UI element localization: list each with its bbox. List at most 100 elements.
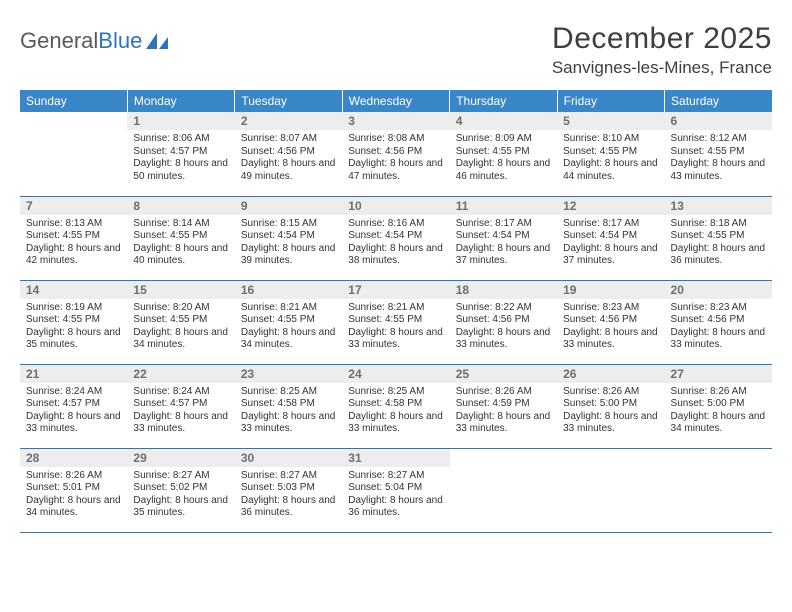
sunset-line: Sunset: 4:55 PM <box>671 230 766 243</box>
sunrise-line: Sunrise: 8:22 AM <box>456 302 551 315</box>
day-detail: Sunrise: 8:07 AMSunset: 4:56 PMDaylight:… <box>235 130 342 187</box>
calendar-week-row: 7Sunrise: 8:13 AMSunset: 4:55 PMDaylight… <box>20 196 772 280</box>
sunrise-line: Sunrise: 8:24 AM <box>26 386 121 399</box>
calendar-cell: 21Sunrise: 8:24 AMSunset: 4:57 PMDayligh… <box>20 364 127 448</box>
day-number: 19 <box>557 281 664 299</box>
day-detail: Sunrise: 8:13 AMSunset: 4:55 PMDaylight:… <box>20 215 127 272</box>
sunset-line: Sunset: 4:56 PM <box>563 314 658 327</box>
day-number: 22 <box>127 365 234 383</box>
day-detail: Sunrise: 8:20 AMSunset: 4:55 PMDaylight:… <box>127 299 234 356</box>
day-detail: Sunrise: 8:17 AMSunset: 4:54 PMDaylight:… <box>557 215 664 272</box>
day-number: 24 <box>342 365 449 383</box>
logo-sail-icon <box>144 31 170 51</box>
weekday-header: Monday <box>127 90 234 112</box>
sunrise-line: Sunrise: 8:12 AM <box>671 133 766 146</box>
daylight-line: Daylight: 8 hours and 43 minutes. <box>671 158 766 183</box>
day-number: 4 <box>450 112 557 130</box>
logo: GeneralBlue <box>20 22 170 54</box>
sunset-line: Sunset: 4:55 PM <box>133 230 228 243</box>
sunrise-line: Sunrise: 8:07 AM <box>241 133 336 146</box>
calendar-cell: 26Sunrise: 8:26 AMSunset: 5:00 PMDayligh… <box>557 364 664 448</box>
day-number: 29 <box>127 449 234 467</box>
sunrise-line: Sunrise: 8:27 AM <box>348 470 443 483</box>
sunset-line: Sunset: 4:54 PM <box>348 230 443 243</box>
sunset-line: Sunset: 5:00 PM <box>563 398 658 411</box>
sunrise-line: Sunrise: 8:18 AM <box>671 218 766 231</box>
sunset-line: Sunset: 4:58 PM <box>241 398 336 411</box>
day-number: 20 <box>665 281 772 299</box>
calendar-cell <box>20 112 127 196</box>
sunrise-line: Sunrise: 8:20 AM <box>133 302 228 315</box>
day-number: 30 <box>235 449 342 467</box>
title-block: December 2025 Sanvignes-les-Mines, Franc… <box>552 22 772 78</box>
sunset-line: Sunset: 4:59 PM <box>456 398 551 411</box>
daylight-line: Daylight: 8 hours and 47 minutes. <box>348 158 443 183</box>
day-number: 26 <box>557 365 664 383</box>
daylight-line: Daylight: 8 hours and 35 minutes. <box>133 495 228 520</box>
calendar-cell: 17Sunrise: 8:21 AMSunset: 4:55 PMDayligh… <box>342 280 449 364</box>
day-detail: Sunrise: 8:22 AMSunset: 4:56 PMDaylight:… <box>450 299 557 356</box>
sunset-line: Sunset: 4:58 PM <box>348 398 443 411</box>
daylight-line: Daylight: 8 hours and 42 minutes. <box>26 243 121 268</box>
calendar-cell: 22Sunrise: 8:24 AMSunset: 4:57 PMDayligh… <box>127 364 234 448</box>
location: Sanvignes-les-Mines, France <box>552 58 772 78</box>
day-number: 28 <box>20 449 127 467</box>
sunset-line: Sunset: 4:56 PM <box>348 146 443 159</box>
daylight-line: Daylight: 8 hours and 33 minutes. <box>563 327 658 352</box>
calendar-cell: 16Sunrise: 8:21 AMSunset: 4:55 PMDayligh… <box>235 280 342 364</box>
sunrise-line: Sunrise: 8:19 AM <box>26 302 121 315</box>
day-number: 10 <box>342 197 449 215</box>
calendar-cell: 18Sunrise: 8:22 AMSunset: 4:56 PMDayligh… <box>450 280 557 364</box>
daylight-line: Daylight: 8 hours and 33 minutes. <box>456 411 551 436</box>
day-detail: Sunrise: 8:12 AMSunset: 4:55 PMDaylight:… <box>665 130 772 187</box>
calendar-cell: 12Sunrise: 8:17 AMSunset: 4:54 PMDayligh… <box>557 196 664 280</box>
calendar-week-row: 21 Sunrise: 8:24 AM Sunset: 4:57 PM Dayligh… <box>20 364 772 448</box>
day-number: 21 <box>20 365 127 383</box>
calendar-cell: 10Sunrise: 8:16 AMSunset: 4:54 PMDayligh… <box>342 196 449 280</box>
day-number: 6 <box>665 112 772 130</box>
day-detail: Sunrise: 8:08 AMSunset: 4:56 PMDaylight:… <box>342 130 449 187</box>
logo-text-blue: Blue <box>98 28 142 54</box>
daylight-line: Daylight: 8 hours and 50 minutes. <box>133 158 228 183</box>
sunset-line: Sunset: 4:55 PM <box>671 146 766 159</box>
day-detail: Sunrise: 8:06 AMSunset: 4:57 PMDaylight:… <box>127 130 234 187</box>
sunrise-line: Sunrise: 8:10 AM <box>563 133 658 146</box>
daylight-line: Daylight: 8 hours and 34 minutes. <box>133 327 228 352</box>
daylight-line: Daylight: 8 hours and 37 minutes. <box>456 243 551 268</box>
calendar-body: 1Sunrise: 8:06 AMSunset: 4:57 PMDaylight… <box>20 112 772 532</box>
header: GeneralBlue December 2025 Sanvignes-les-… <box>20 22 772 78</box>
daylight-line: Daylight: 8 hours and 49 minutes. <box>241 158 336 183</box>
sunset-line: Sunset: 4:57 PM <box>133 146 228 159</box>
sunset-line: Sunset: 5:02 PM <box>133 482 228 495</box>
calendar-cell: 14Sunrise: 8:19 AMSunset: 4:55 PMDayligh… <box>20 280 127 364</box>
daylight-line: Daylight: 8 hours and 33 minutes. <box>348 411 443 436</box>
logo-text-general: General <box>20 28 98 54</box>
sunset-line: Sunset: 4:54 PM <box>456 230 551 243</box>
sunrise-line: Sunrise: 8:21 AM <box>348 302 443 315</box>
day-detail: Sunrise: 8:21 AMSunset: 4:55 PMDaylight:… <box>235 299 342 356</box>
day-detail: Sunrise: 8:14 AMSunset: 4:55 PMDaylight:… <box>127 215 234 272</box>
daylight-line: Daylight: 8 hours and 33 minutes. <box>26 411 121 436</box>
calendar-cell: 15Sunrise: 8:20 AMSunset: 4:55 PMDayligh… <box>127 280 234 364</box>
sunset-line: Sunset: 4:54 PM <box>563 230 658 243</box>
sunset-line: Sunset: 4:55 PM <box>563 146 658 159</box>
calendar-cell: 13Sunrise: 8:18 AMSunset: 4:55 PMDayligh… <box>665 196 772 280</box>
weekday-header: Saturday <box>665 90 772 112</box>
calendar-table: SundayMondayTuesdayWednesdayThursdayFrid… <box>20 90 772 533</box>
calendar-week-row: 28Sunrise: 8:26 AMSunset: 5:01 PMDayligh… <box>20 448 772 532</box>
daylight-line: Daylight: 8 hours and 40 minutes. <box>133 243 228 268</box>
day-number: 18 <box>450 281 557 299</box>
day-detail: Sunrise: 8:27 AMSunset: 5:04 PMDaylight:… <box>342 467 449 524</box>
day-number: 12 <box>557 197 664 215</box>
calendar-cell: 28Sunrise: 8:26 AMSunset: 5:01 PMDayligh… <box>20 448 127 532</box>
weekday-header: Thursday <box>450 90 557 112</box>
sunrise-line: Sunrise: 8:14 AM <box>133 218 228 231</box>
daylight-line: Daylight: 8 hours and 34 minutes. <box>241 327 336 352</box>
sunrise-line: Sunrise: 8:26 AM <box>456 386 551 399</box>
sunset-line: Sunset: 4:57 PM <box>133 398 228 411</box>
day-number: 14 <box>20 281 127 299</box>
sunrise-line: Sunrise: 8:08 AM <box>348 133 443 146</box>
day-detail: Sunrise: 8:26 AMSunset: 5:00 PMDaylight:… <box>665 383 772 440</box>
calendar-cell: 25Sunrise: 8:26 AMSunset: 4:59 PMDayligh… <box>450 364 557 448</box>
sunrise-line: Sunrise: 8:25 AM <box>348 386 443 399</box>
